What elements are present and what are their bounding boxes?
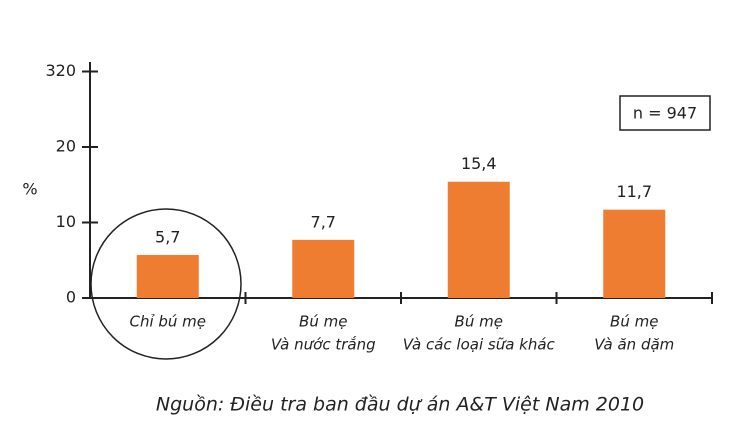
x-tick-label: Và các loại sữa khác bbox=[403, 336, 556, 354]
source: Nguồn: Điều tra ban đầu dự án A&T Việt N… bbox=[156, 394, 644, 416]
bar bbox=[136, 254, 199, 298]
x-tick-label: Bú mẹ bbox=[299, 313, 347, 331]
y-axis-label: % bbox=[22, 180, 37, 199]
y-tick-label: 0 bbox=[66, 288, 76, 307]
y-tick-label: 20 bbox=[56, 137, 76, 156]
x-tick-label: Chỉ bú mẹ bbox=[129, 313, 206, 331]
x-tick-label: Và nước trắng bbox=[271, 336, 376, 354]
bar bbox=[447, 181, 510, 298]
annotation: n = 947 bbox=[633, 104, 697, 123]
value-label: 11,7 bbox=[616, 182, 652, 201]
y-tick-label: 320 bbox=[45, 61, 76, 80]
x-tick-label: Bú mẹ bbox=[610, 313, 658, 331]
x-tick-label: Và ăn dặm bbox=[594, 336, 674, 354]
y-tick-label: 10 bbox=[56, 212, 76, 231]
value-label: 15,4 bbox=[461, 154, 497, 173]
value-label: 5,7 bbox=[155, 227, 180, 246]
value-label: 7,7 bbox=[311, 212, 336, 231]
x-tick-label: Bú mẹ bbox=[455, 313, 503, 331]
bar bbox=[292, 239, 355, 298]
annotation-box bbox=[619, 95, 711, 131]
bar bbox=[603, 209, 666, 298]
